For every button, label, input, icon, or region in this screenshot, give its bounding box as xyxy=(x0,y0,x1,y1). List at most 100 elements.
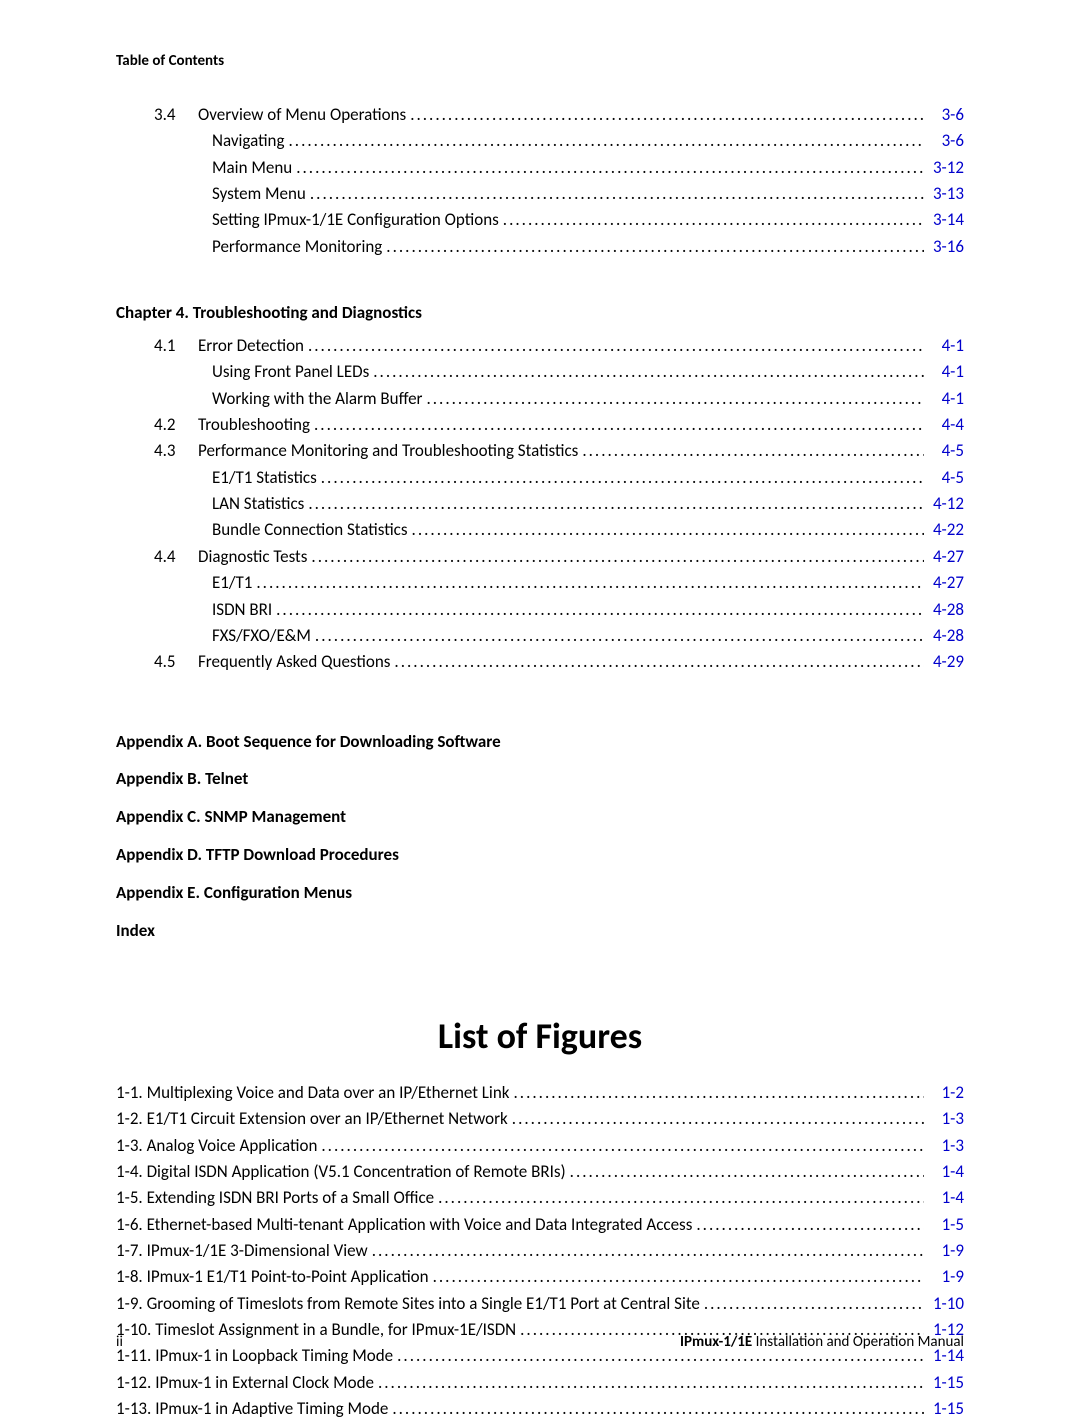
toc-entry-page[interactable]: 3-14 xyxy=(924,207,964,233)
figure-entry-page[interactable]: 1-9 xyxy=(924,1238,964,1264)
toc-entry-title: Bundle Connection Statistics xyxy=(198,517,408,543)
toc-entry-page[interactable]: 4-5 xyxy=(924,438,964,464)
figure-entry[interactable]: 1-7. IPmux-1/1E 3-Dimensional View 1-9 xyxy=(116,1238,964,1264)
toc-entry[interactable]: System Menu3-13 xyxy=(116,181,964,207)
toc-entry[interactable]: ISDN BRI 4-28 xyxy=(116,597,964,623)
footer-manual-rest: Installation and Operation Manual xyxy=(752,1333,964,1351)
figure-entry-page[interactable]: 1-4 xyxy=(924,1159,964,1185)
figure-entry-page[interactable]: 1-3 xyxy=(924,1106,964,1132)
figure-entry[interactable]: 1-6. Ethernet-based Multi-tenant Applica… xyxy=(116,1212,964,1238)
toc-leader-dots xyxy=(307,544,924,570)
figure-entry-page[interactable]: 1-3 xyxy=(924,1133,964,1159)
figure-entry[interactable]: 1-1. Multiplexing Voice and Data over an… xyxy=(116,1080,964,1106)
toc-entry-page[interactable]: 4-1 xyxy=(924,386,964,412)
figure-entry[interactable]: 1-8. IPmux-1 E1/T1 Point-to-Point Applic… xyxy=(116,1264,964,1290)
toc-entry-page[interactable]: 4-28 xyxy=(924,623,964,649)
toc-entry-title: ISDN BRI xyxy=(198,597,272,623)
figure-entry-page[interactable]: 1-15 xyxy=(924,1370,964,1396)
toc-entry[interactable]: 4.2Troubleshooting4-4 xyxy=(116,412,964,438)
figure-entry-title: 1-5. Extending ISDN BRI Ports of a Small… xyxy=(116,1185,434,1211)
figure-entry[interactable]: 1-13. IPmux-1 in Adaptive Timing Mode 1-1… xyxy=(116,1396,964,1422)
figure-entry-title: 1-6. Ethernet-based Multi-tenant Applica… xyxy=(116,1212,692,1238)
figure-leader-dots xyxy=(368,1238,924,1264)
toc-entry-title: Troubleshooting xyxy=(198,412,310,438)
figures-list: 1-1. Multiplexing Voice and Data over an… xyxy=(116,1080,964,1422)
appendix-heading[interactable]: Appendix B. Telnet xyxy=(116,765,964,794)
appendix-heading[interactable]: Appendix D. TFTP Download Procedures xyxy=(116,841,964,870)
toc-entry-number: 4.4 xyxy=(154,544,198,570)
appendix-heading[interactable]: Appendix A. Boot Sequence for Downloadin… xyxy=(116,728,964,757)
toc-entry-page[interactable]: 3-6 xyxy=(924,102,964,128)
toc-entry-page[interactable]: 3-12 xyxy=(924,155,964,181)
toc-entry[interactable]: LAN Statistics 4-12 xyxy=(116,491,964,517)
figure-leader-dots xyxy=(700,1291,924,1317)
appendix-heading[interactable]: Index xyxy=(116,917,964,946)
toc-entry-number: 4.5 xyxy=(154,649,198,675)
toc-entry-page[interactable]: 3-13 xyxy=(924,181,964,207)
toc-entry-page[interactable]: 4-4 xyxy=(924,412,964,438)
toc-entry[interactable]: 3.4Overview of Menu Operations3-6 xyxy=(116,102,964,128)
toc-entry[interactable]: 4.1Error Detection4-1 xyxy=(116,333,964,359)
toc-entry[interactable]: Navigating3-6 xyxy=(116,128,964,154)
chapter-4-heading: Chapter 4. Troubleshooting and Diagnosti… xyxy=(116,302,964,323)
toc-entry[interactable]: 4.4Diagnostic Tests4-27 xyxy=(116,544,964,570)
toc-entry-page[interactable]: 4-29 xyxy=(924,649,964,675)
figure-entry[interactable]: 1-12. IPmux-1 in External Clock Mode1-15 xyxy=(116,1370,964,1396)
toc-entry-title: Error Detection xyxy=(198,333,304,359)
toc-entry-title: Setting IPmux-1/1E Configuration Options xyxy=(198,207,499,233)
toc-entry-page[interactable]: 3-6 xyxy=(924,128,964,154)
toc-leader-dots xyxy=(317,465,924,491)
figure-entry-page[interactable]: 1-10 xyxy=(924,1291,964,1317)
toc-entry[interactable]: E1/T14-27 xyxy=(116,570,964,596)
toc-entry-number: 3.4 xyxy=(154,102,198,128)
toc-entry-page[interactable]: 4-27 xyxy=(924,570,964,596)
toc-entry-page[interactable]: 4-1 xyxy=(924,333,964,359)
toc-leader-dots xyxy=(304,333,924,359)
toc-entry-page[interactable]: 4-12 xyxy=(924,491,964,517)
figure-entry-page[interactable]: 1-15 xyxy=(924,1396,964,1422)
figure-entry-page[interactable]: 1-9 xyxy=(924,1264,964,1290)
toc-entry-page[interactable]: 4-22 xyxy=(924,517,964,543)
figure-entry[interactable]: 1-4. Digital ISDN Application (V5.1 Conc… xyxy=(116,1159,964,1185)
toc-entry-page[interactable]: 4-28 xyxy=(924,597,964,623)
list-of-figures-heading: List of Figures xyxy=(116,1014,964,1058)
toc-entry-title: Performance Monitoring xyxy=(198,234,382,260)
toc-entry-page[interactable]: 4-27 xyxy=(924,544,964,570)
toc-section-top: 3.4Overview of Menu Operations3-6Navigat… xyxy=(116,102,964,260)
toc-entry[interactable]: E1/T1 Statistics4-5 xyxy=(116,465,964,491)
toc-entry[interactable]: Using Front Panel LEDs4-1 xyxy=(116,359,964,385)
toc-entry-number: 4.3 xyxy=(154,438,198,464)
figure-entry-title: 1-13. IPmux-1 in Adaptive Timing Mode xyxy=(116,1396,388,1422)
figure-entry-page[interactable]: 1-5 xyxy=(924,1212,964,1238)
figure-entry-page[interactable]: 1-2 xyxy=(924,1080,964,1106)
toc-entry-title: Main Menu xyxy=(198,155,292,181)
toc-entry[interactable]: FXS/FXO/E&M4-28 xyxy=(116,623,964,649)
appendix-heading[interactable]: Appendix E. Configuration Menus xyxy=(116,879,964,908)
toc-entry[interactable]: Performance Monitoring 3-16 xyxy=(116,234,964,260)
figure-leader-dots xyxy=(434,1185,924,1211)
figure-entry[interactable]: 1-2. E1/T1 Circuit Extension over an IP/… xyxy=(116,1106,964,1132)
toc-leader-dots xyxy=(382,234,924,260)
toc-entry[interactable]: 4.3Performance Monitoring and Troublesho… xyxy=(116,438,964,464)
figure-entry-page[interactable]: 1-4 xyxy=(924,1185,964,1211)
toc-entry[interactable]: Working with the Alarm Buffer 4-1 xyxy=(116,386,964,412)
figure-entry-title: 1-7. IPmux-1/1E 3-Dimensional View xyxy=(116,1238,368,1264)
toc-entry-title: Working with the Alarm Buffer xyxy=(198,386,422,412)
figure-entry[interactable]: 1-5. Extending ISDN BRI Ports of a Small… xyxy=(116,1185,964,1211)
toc-entry[interactable]: Setting IPmux-1/1E Configuration Options… xyxy=(116,207,964,233)
toc-entry-page[interactable]: 4-1 xyxy=(924,359,964,385)
toc-entry-page[interactable]: 3-16 xyxy=(924,234,964,260)
toc-entry-title: LAN Statistics xyxy=(198,491,304,517)
figure-entry[interactable]: 1-3. Analog Voice Application1-3 xyxy=(116,1133,964,1159)
figure-leader-dots xyxy=(509,1080,924,1106)
figure-entry[interactable]: 1-9. Grooming of Timeslots from Remote S… xyxy=(116,1291,964,1317)
toc-leader-dots xyxy=(406,102,924,128)
header-toc: Table of Contents xyxy=(116,52,964,70)
toc-entry[interactable]: Bundle Connection Statistics 4-22 xyxy=(116,517,964,543)
figure-leader-dots xyxy=(429,1264,924,1290)
toc-entry[interactable]: 4.5Frequently Asked Questions4-29 xyxy=(116,649,964,675)
toc-entry[interactable]: Main Menu 3-12 xyxy=(116,155,964,181)
toc-entry-page[interactable]: 4-5 xyxy=(924,465,964,491)
appendix-heading[interactable]: Appendix C. SNMP Management xyxy=(116,803,964,832)
toc-leader-dots xyxy=(578,438,924,464)
